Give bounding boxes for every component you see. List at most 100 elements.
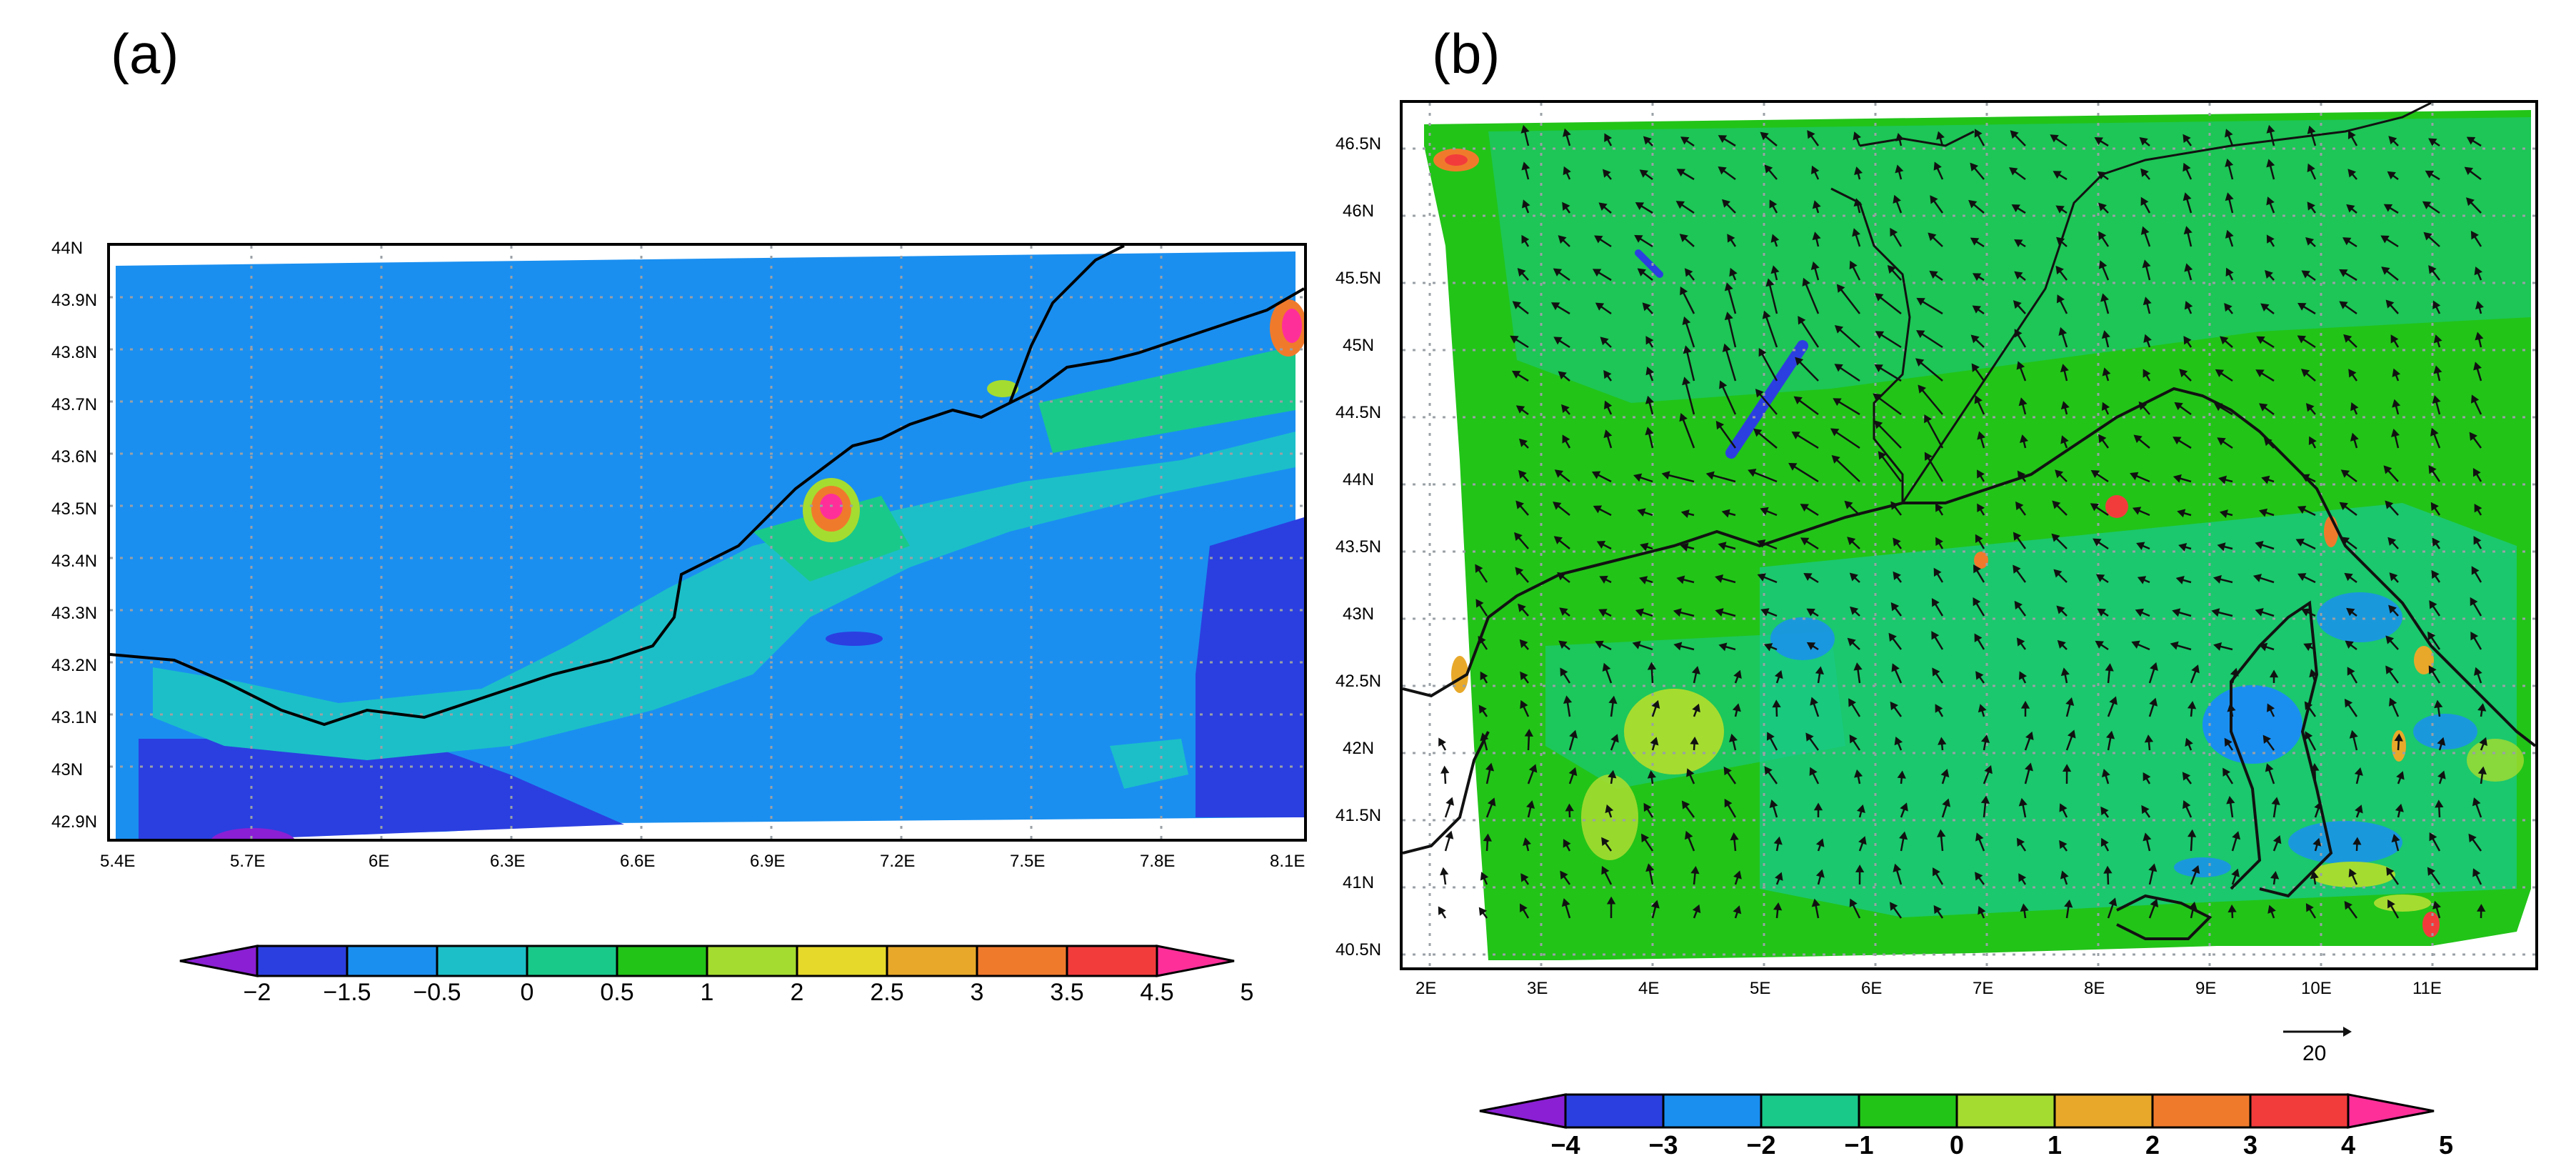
- wind-vector-head: [1800, 537, 1810, 546]
- wind-vector-head: [2090, 503, 2100, 512]
- wind-vector-head: [1563, 128, 1571, 137]
- wind-vector-head: [1680, 136, 1690, 145]
- wind-vector-head: [2427, 867, 2436, 876]
- wind-vector-head: [2477, 703, 2487, 712]
- panel-b-lat-tick: 43.5N: [1335, 537, 1382, 557]
- wind-vector-head: [2101, 330, 2110, 339]
- wind-vector-head: [1918, 384, 1927, 394]
- wind-vector-head: [1775, 872, 1783, 881]
- colorbar-tick-label: 2.5: [870, 979, 904, 1006]
- wind-vector-head: [2219, 509, 2228, 519]
- panel-a-lon-tick: 5.4E: [100, 852, 136, 871]
- wind-vector-head: [1973, 597, 1981, 607]
- panel-b-lat-tick: 43N: [1343, 604, 1375, 624]
- wind-vector-head: [2314, 801, 2323, 810]
- wind-vector-head: [1849, 734, 1858, 744]
- wind-vector-head: [1724, 312, 1733, 321]
- wind-vector-head: [2100, 293, 2109, 302]
- wind-vector-head: [1647, 770, 1656, 779]
- wind-vector-head: [2432, 537, 2440, 547]
- wind-vector-head: [1643, 136, 1652, 145]
- wind-vector-head: [1729, 267, 1738, 277]
- wind-vector-head: [1974, 395, 1983, 404]
- wind-vector-head: [2265, 269, 2273, 279]
- wind-vector-head: [2013, 300, 2022, 309]
- wind-vector-head: [2350, 402, 2359, 412]
- wind-vector-head: [1940, 768, 1950, 778]
- wind-vector-head: [2098, 202, 2107, 211]
- wind-vector-head: [2050, 134, 2059, 143]
- wind-vector-head: [1798, 316, 1806, 325]
- colorbar-tick-label: −2: [243, 979, 271, 1006]
- wind-vector-head: [2150, 662, 2158, 672]
- colorbar-swatch: [886, 945, 978, 977]
- wind-vector-head: [2060, 435, 2069, 444]
- colorbar-tick-label: 0.5: [600, 979, 634, 1006]
- wind-vector-head: [1773, 836, 1783, 845]
- wind-vector-head: [1705, 471, 1715, 480]
- wind-vector-head: [1811, 165, 1820, 175]
- wind-vector-head: [2391, 834, 2400, 843]
- wind-vector-head: [1733, 870, 1742, 879]
- colorbar-tick-label: 4.5: [1140, 979, 1174, 1006]
- wind-vector-head: [1968, 199, 1978, 209]
- wind-vector-head: [1478, 907, 1488, 916]
- wind-vector-head: [1682, 316, 1691, 326]
- wind-vector-head: [2260, 303, 2270, 312]
- wind-vector-head: [1553, 268, 1563, 276]
- colorbar-tick-label: 5: [2438, 1130, 2454, 1160]
- panel-b-colorbar: [1479, 1093, 2435, 1129]
- wind-vector-head: [1899, 831, 1908, 840]
- wind-vector-head: [2226, 795, 2235, 804]
- wind-vector-head: [1894, 736, 1903, 746]
- wind-vector-head: [2255, 608, 2264, 617]
- wind-vector-head: [1970, 162, 1979, 171]
- wind-vector-head: [2473, 536, 2482, 545]
- wind-vector-head: [2428, 465, 2437, 474]
- wind-vector-head: [2058, 327, 2068, 336]
- colorbar-swatch: [1760, 1093, 1860, 1129]
- wind-vector-head: [1724, 282, 1733, 291]
- wind-vector-head: [2391, 428, 2400, 437]
- wind-vector-head: [1733, 905, 1742, 915]
- wind-vector-head: [1924, 452, 1933, 461]
- wind-vector-head: [2220, 336, 2229, 345]
- wind-vector-head: [2018, 397, 2028, 407]
- wind-vector-head: [1806, 642, 1816, 650]
- wind-vector-head: [1673, 608, 1682, 617]
- wind-vector-head: [1933, 161, 1942, 171]
- wind-vector-head: [1511, 370, 1521, 379]
- wind-vector-head: [1972, 305, 1981, 314]
- wind-vector-head: [2428, 265, 2437, 274]
- wind-vector-head: [1852, 228, 1860, 237]
- wind-vector-head: [2055, 469, 2064, 479]
- wind-vector-head: [2177, 509, 2186, 518]
- wind-vector-head: [2060, 401, 2070, 410]
- wind-vector-head: [1520, 699, 1528, 709]
- wind-vector-head: [1514, 532, 1523, 542]
- wind-vector-head: [1478, 704, 1487, 714]
- wind-vector-head: [2310, 763, 2320, 772]
- wind-vector-head: [2385, 635, 2395, 644]
- wind-vector-head: [2014, 271, 2023, 280]
- wind-vector-head: [1858, 836, 1867, 845]
- wind-vector-head: [2102, 367, 2111, 377]
- wind-vector-head: [2425, 170, 2435, 179]
- panel-a-label: (a): [111, 22, 179, 85]
- wind-vector-head: [2429, 600, 2437, 609]
- wind-vector-head: [2141, 804, 2150, 814]
- wind-vector-head: [2345, 640, 2354, 649]
- wind-vector-head: [2095, 574, 2105, 582]
- wind-vector-head: [2252, 574, 2262, 582]
- wind-vector-head: [2470, 230, 2479, 240]
- wind-vector-head: [1853, 131, 1861, 141]
- wind-vector-head: [2025, 762, 2033, 772]
- wind-vector-head: [2259, 642, 2268, 652]
- wind-vector-head: [1935, 704, 1943, 713]
- panel-b-lon-tick: 8E: [2084, 979, 2105, 998]
- wind-vector-head: [2062, 764, 2072, 772]
- wind-vector-head: [2255, 540, 2264, 549]
- wind-vector-head: [1512, 301, 1521, 309]
- wind-vector-head: [1521, 161, 1530, 171]
- wind-vector-head: [2184, 301, 2193, 310]
